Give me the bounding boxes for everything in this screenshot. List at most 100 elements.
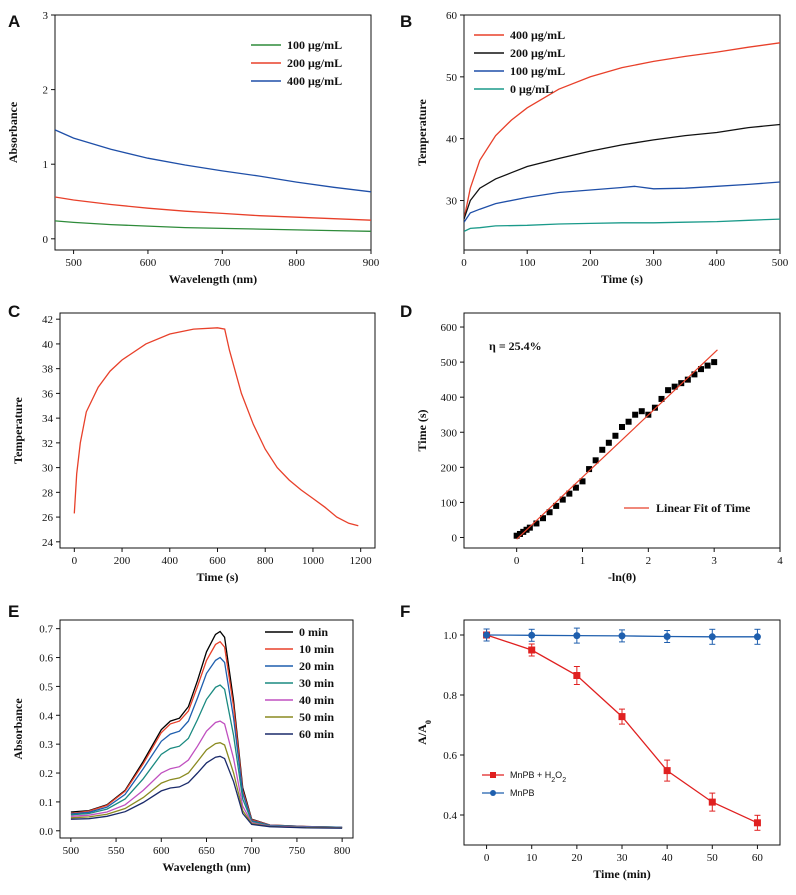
legend-label: 0 μg/mL xyxy=(510,82,553,96)
series-line-1 xyxy=(73,327,359,527)
y-tick-label: 0.4 xyxy=(39,710,53,722)
y-tick-label: 28 xyxy=(42,487,54,499)
data-point xyxy=(483,631,491,639)
plot-frame xyxy=(59,312,376,549)
x-tick-label: 400 xyxy=(709,257,726,269)
data-point xyxy=(651,404,658,411)
data-point xyxy=(691,371,698,378)
y-axis-label: A/A0 xyxy=(415,720,433,745)
x-tick-label: 400 xyxy=(162,555,179,567)
plot-area xyxy=(464,42,780,232)
data-point xyxy=(573,632,581,640)
plot-frame xyxy=(463,312,781,549)
series-line-2 xyxy=(464,123,780,220)
data-point xyxy=(658,395,665,402)
legend-marker xyxy=(490,772,496,778)
data-point xyxy=(753,819,761,827)
data-point xyxy=(625,418,632,425)
y-axis-label: Temperature xyxy=(415,98,429,165)
data-point xyxy=(553,502,560,509)
x-tick-label: 300 xyxy=(645,257,662,269)
x-axis-label: Wavelength (nm) xyxy=(169,272,257,286)
y-tick-label: 0.1 xyxy=(39,797,53,809)
data-point xyxy=(632,411,639,418)
series-line-7 xyxy=(70,755,343,829)
y-tick-label: 400 xyxy=(441,392,458,404)
plot-area xyxy=(55,129,371,232)
data-point xyxy=(612,432,619,439)
data-point xyxy=(663,767,671,775)
x-tick-label: 1 xyxy=(580,555,586,567)
x-tick-label: 900 xyxy=(363,257,380,269)
legend-label: 40 min xyxy=(299,693,334,707)
y-tick-label: 600 xyxy=(441,322,458,334)
panel-letter: D xyxy=(400,302,412,321)
data-point xyxy=(753,633,761,641)
y-tick-label: 50 xyxy=(446,72,458,84)
y-axis-label: Absorbance xyxy=(11,698,25,760)
x-tick-label: 3 xyxy=(711,555,717,567)
y-tick-label: 300 xyxy=(441,427,458,439)
legend-mid: O xyxy=(555,770,562,780)
legend-label: 100 μg/mL xyxy=(510,64,565,78)
legend-label: 100 μg/mL xyxy=(287,38,342,52)
data-point xyxy=(592,457,599,464)
y-tick-label: 0.0 xyxy=(39,826,53,838)
x-tick-label: 800 xyxy=(288,257,305,269)
y-tick-label: 30 xyxy=(446,196,458,208)
data-point xyxy=(526,524,533,531)
data-point xyxy=(599,446,606,453)
y-tick-label: 0 xyxy=(452,532,458,544)
y-tick-label: 1 xyxy=(43,159,49,171)
x-axis-label: Time (s) xyxy=(601,272,643,286)
legend-sub: 2 xyxy=(562,777,566,784)
x-tick-label: 800 xyxy=(334,845,351,857)
panel-d: D 0 1 2 3 4 0 100 200 300 400 500 600 -ln(θ) Time (s) η… xyxy=(400,302,783,584)
data-point xyxy=(520,528,527,535)
x-tick-label: 60 xyxy=(752,852,764,864)
data-point xyxy=(516,530,523,537)
legend-label: 20 min xyxy=(299,659,334,673)
x-tick-label: 0 xyxy=(514,555,520,567)
legend-marker xyxy=(490,790,496,796)
panel-letter: A xyxy=(8,12,20,31)
y-tick-label: 100 xyxy=(441,497,458,509)
x-tick-label: 0 xyxy=(484,852,490,864)
x-tick-label: 550 xyxy=(108,845,125,857)
panel-e: E 500 550 600 650 700 750 800 0.0 0.1 0.2 0.3 0.4 0.5… xyxy=(8,602,354,874)
plot-frame xyxy=(54,14,372,251)
panel-letter: B xyxy=(400,12,412,31)
data-point xyxy=(671,383,678,390)
x-tick-label: 800 xyxy=(257,555,274,567)
series-line-3 xyxy=(464,181,780,223)
legend-sub: 2 xyxy=(551,777,555,784)
y-tick-label: 0.8 xyxy=(443,690,457,702)
legend-label: 0 min xyxy=(299,625,328,639)
series-line-4 xyxy=(70,684,343,829)
series-line-2 xyxy=(55,196,371,221)
y-tick-label: 0.2 xyxy=(39,768,53,780)
legend-label: 400 μg/mL xyxy=(510,28,565,42)
data-point xyxy=(698,366,704,373)
x-tick-label: 0 xyxy=(72,555,78,567)
data-point xyxy=(708,633,716,641)
panel-c: C 0 200 400 600 800 1000 1200 24 26 28 30 32 34 36 38 40… xyxy=(8,302,376,584)
panel-letter: E xyxy=(8,602,19,621)
y-tick-label: 26 xyxy=(42,512,54,524)
plot-area xyxy=(73,327,359,527)
data-point xyxy=(619,423,625,430)
x-tick-label: 600 xyxy=(209,555,226,567)
y-tick-label: 2 xyxy=(43,85,49,97)
x-axis-label: Wavelength (nm) xyxy=(162,860,250,874)
y-tick-label: 0.4 xyxy=(443,810,457,822)
legend-label: 60 min xyxy=(299,727,334,741)
y-tick-label: 0.6 xyxy=(443,750,457,762)
y-tick-label: 40 xyxy=(446,134,458,146)
y-tick-label: 500 xyxy=(441,357,458,369)
x-tick-label: 700 xyxy=(214,257,231,269)
x-tick-label: 1000 xyxy=(302,555,325,567)
data-point xyxy=(704,362,711,369)
data-point xyxy=(665,387,672,394)
